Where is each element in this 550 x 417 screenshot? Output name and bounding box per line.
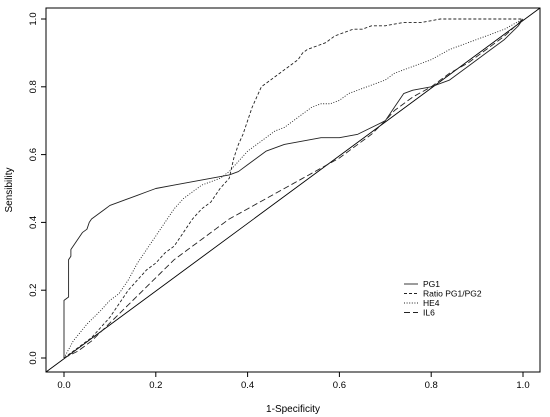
legend-label: HE4	[423, 298, 440, 308]
legend-label: PG1	[423, 279, 440, 289]
series-layer	[63, 18, 524, 359]
x-tick-label: 0.8	[425, 380, 438, 391]
series-line-ratio-pg1-pg2	[63, 18, 523, 359]
plot-frame	[45, 7, 541, 373]
y-tick-label: 0.4	[28, 216, 39, 229]
series-line-il6	[63, 18, 524, 359]
x-tick-label: 1.0	[516, 380, 529, 391]
y-tick-label: 0.6	[28, 148, 39, 161]
y-axis-title: Sensibility	[4, 167, 15, 212]
x-tick-label: 0.0	[57, 380, 70, 391]
x-tick-label: 0.4	[241, 380, 254, 391]
y-tick-label: 0.8	[28, 80, 39, 93]
x-tick-label: 0.6	[333, 380, 346, 391]
x-axis-title: 1-Specificity	[266, 404, 320, 415]
series-line-he4	[63, 18, 524, 359]
series-line-pg1	[63, 18, 524, 358]
y-tick-label: 0.2	[28, 284, 39, 297]
legend-label: Ratio PG1/PG2	[423, 289, 482, 299]
x-tick-label: 0.2	[149, 380, 162, 391]
legend-label: IL6	[423, 308, 435, 318]
reference-diagonal	[45, 7, 541, 373]
y-tick-label: 0.0	[28, 351, 39, 364]
y-tick-label: 1.0	[28, 12, 39, 25]
axis-layer: 0.0 0.2 0.4 0.6 0.8 1.0 0.0 0.2 0.4 0.6 0.8 1.0	[28, 12, 530, 391]
